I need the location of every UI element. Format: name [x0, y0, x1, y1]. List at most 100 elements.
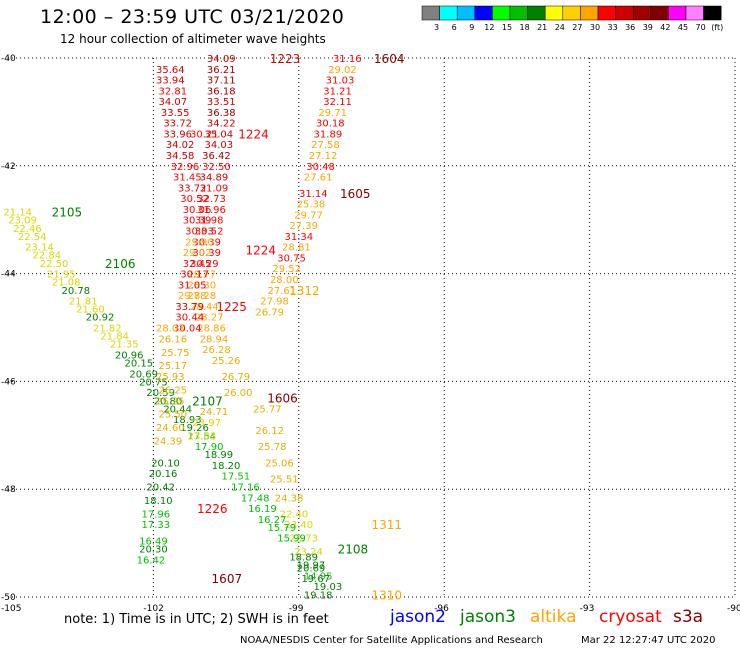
wave-height-point: 24.39 [154, 437, 183, 448]
wave-height-point: 24.60 [156, 423, 185, 434]
legend-swatch [439, 5, 458, 21]
wave-height-point: 21.35 [110, 340, 139, 351]
legend-swatch [650, 5, 669, 21]
wave-height-point: 33.94 [156, 76, 185, 87]
wave-height-point: 30.39 [192, 248, 221, 259]
wave-height-point: 33.72 [163, 119, 192, 130]
wave-height-point: 29.78 [178, 291, 207, 302]
wave-height-point: 31.09 [200, 183, 229, 194]
y-tick-label: -44 [1, 270, 16, 280]
wave-height-point: 18.10 [144, 496, 173, 507]
wave-height-point: 20.75 [139, 377, 168, 388]
wave-height-point: 30.39 [192, 237, 221, 248]
x-tick-label: -93 [580, 604, 595, 614]
wave-height-point: 25.51 [270, 474, 299, 485]
wave-height-point: 17.54 [188, 431, 217, 442]
wave-height-point: 34.22 [207, 119, 236, 130]
wave-height-point: 36.18 [207, 86, 236, 97]
wave-height-point: 28.30 [188, 280, 217, 291]
wave-height-point: 28.00 [270, 275, 299, 286]
legend-swatch [544, 5, 564, 21]
x-tick-label: -102 [143, 604, 163, 614]
wave-height-point: 35.64 [156, 65, 185, 76]
wave-height-point: 28.94 [200, 334, 229, 345]
legend-swatch [527, 5, 546, 21]
satellite-cryosat: cryosat [599, 607, 662, 627]
wave-height-point: 27.98 [260, 297, 289, 308]
legend-label: 3 [434, 23, 439, 32]
legend-label: 15 [502, 23, 512, 32]
wave-height-point: 25.06 [265, 458, 294, 469]
wave-height-point: 23.09 [8, 216, 37, 227]
y-tick-label: -46 [1, 377, 16, 387]
legend-swatch [685, 5, 704, 21]
x-tick-label: -90 [727, 604, 740, 614]
wave-height-point: 34.09 [207, 54, 236, 65]
pass-time-label: 2107 [192, 394, 223, 408]
wave-height-point: 26.25 [158, 385, 187, 396]
wave-height-point: 31.03 [326, 76, 355, 87]
wave-height-point: 29.52 [272, 264, 301, 275]
wave-height-point: 26.16 [158, 334, 187, 345]
legend-label: 70 [696, 23, 706, 32]
pass-time-label: 2108 [338, 542, 369, 556]
wave-height-point: 21.60 [76, 305, 105, 316]
legend-label: 12 [484, 23, 494, 32]
wave-height-point: 23.24 [294, 547, 323, 558]
legend-label: 42 [660, 23, 670, 32]
wave-height-point: 24.38 [275, 493, 304, 504]
satellite-altika: altika [530, 607, 577, 627]
satellite-jason2: jason2 [390, 607, 446, 627]
wave-height-point: 17.90 [195, 442, 224, 453]
wave-height-point: 25.38 [297, 200, 326, 211]
wave-height-point: 26.79 [221, 372, 250, 383]
wave-height-point: 19.97 [297, 561, 326, 572]
wave-height-point: 31.98 [195, 216, 224, 227]
legend-label: 33 [608, 23, 618, 32]
wave-height-point: 17.96 [142, 509, 171, 520]
wave-height-point: 21.81 [69, 297, 98, 308]
wave-height-point: 20.80 [154, 396, 183, 407]
wave-height-point: 16.19 [248, 504, 277, 515]
legend-swatch [509, 5, 528, 21]
wave-height-point: 26.28 [202, 345, 231, 356]
legend-label: 30 [590, 23, 600, 32]
wave-height-point: 31.14 [299, 189, 328, 200]
credit-line: NOAA/NESDIS Center for Satellite Applica… [240, 635, 543, 646]
wave-height-point: 22.46 [13, 224, 42, 235]
wave-height-point: 27.39 [289, 221, 318, 232]
legend-label: 39 [643, 23, 653, 32]
legend-label: 27 [572, 23, 582, 32]
wave-height-point: 30.04 [173, 324, 202, 335]
wave-height-point: 18.89 [289, 553, 318, 564]
wave-height-point: 20.44 [163, 404, 192, 415]
wave-height-point: 28.28 [188, 291, 217, 302]
pass-time-label: 1607 [212, 572, 243, 586]
wave-height-point: 36.21 [207, 65, 236, 76]
wave-height-point: 20.10 [151, 458, 180, 469]
wave-height-point: 30.75 [277, 253, 306, 264]
pass-time-label: 1224 [238, 127, 269, 141]
wave-height-point: 32.73 [197, 194, 226, 205]
wave-height-points: 34.0936.2137.1136.1833.5136.3834.2235.04… [3, 54, 361, 601]
wave-height-point: 28.27 [195, 313, 224, 324]
legend-swatch [668, 5, 687, 21]
wave-height-point: 20.15 [125, 359, 154, 370]
wave-height-point: 26.79 [255, 307, 284, 318]
wave-height-point: 29.90 [185, 237, 214, 248]
wave-height-point: 34.07 [158, 97, 187, 108]
wave-height-point: 34.58 [166, 151, 195, 162]
wave-height-point: 25.25 [156, 396, 185, 407]
wave-height-point: 19.18 [304, 590, 333, 601]
wave-height-point: 19.03 [314, 582, 343, 593]
wave-height-point: 34.03 [205, 140, 234, 151]
wave-height-point: 28.86 [197, 324, 226, 335]
wave-height-point: 25.50 [158, 410, 187, 421]
wave-height-point: 36.42 [202, 151, 231, 162]
wave-height-point: 29.71 [318, 108, 347, 119]
wave-height-point: 32.11 [323, 97, 352, 108]
legend-label: 9 [469, 23, 474, 32]
pass-time-label: 1311 [372, 518, 403, 532]
wave-height-point: 20.78 [62, 286, 91, 297]
